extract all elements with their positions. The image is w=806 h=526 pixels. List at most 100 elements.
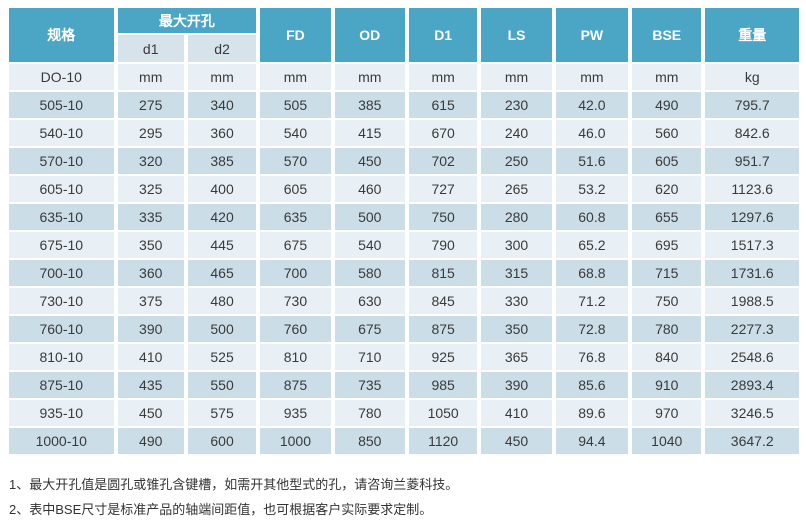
value-cell: 375	[117, 288, 184, 314]
value-cell: 570	[260, 148, 331, 174]
spec-cell: 875-10	[9, 372, 114, 398]
footnotes: 1、最大开孔值是圆孔或锥孔含键槽，如需开其他型式的孔，请咨询兰菱科技。 2、表中…	[9, 472, 802, 522]
value-cell: 410	[481, 400, 552, 426]
value-cell: 970	[632, 400, 702, 426]
value-cell: 700	[260, 260, 331, 286]
value-cell: 951.7	[705, 148, 799, 174]
value-cell: 445	[187, 232, 257, 258]
value-cell: 1988.5	[705, 288, 799, 314]
spec-cell: 605-10	[9, 176, 114, 202]
value-cell: mm	[408, 64, 478, 90]
value-cell: 335	[117, 204, 184, 230]
spec-cell: 505-10	[9, 92, 114, 118]
table-row: 605-10 325 400 605 460 727 265 53.2 620 1123.6	[9, 176, 799, 202]
value-cell: 85.6	[555, 372, 629, 398]
header-max-bore-group: 最大开孔	[117, 8, 257, 33]
value-cell: 60.8	[555, 204, 629, 230]
value-cell: 420	[187, 204, 257, 230]
value-cell: 540	[260, 120, 331, 146]
value-cell: 300	[481, 232, 552, 258]
table-row: 505-10 275 340 505 385 615 230 42.0 490 795.7	[9, 92, 799, 118]
table-body: DO-10 mm mm mm mm mm mm mm mm kg 505-10 275 340 505 38…	[9, 64, 799, 454]
value-cell: 635	[260, 204, 331, 230]
spec-cell: 935-10	[9, 400, 114, 426]
value-cell: 480	[187, 288, 257, 314]
value-cell: 71.2	[555, 288, 629, 314]
spec-cell: 635-10	[9, 204, 114, 230]
value-cell: 842.6	[705, 120, 799, 146]
table-row: 675-10 350 445 675 540 790 300 65.2 695 1517.3	[9, 232, 799, 258]
value-cell: 985	[408, 372, 478, 398]
value-cell: 695	[632, 232, 702, 258]
value-cell: 845	[408, 288, 478, 314]
value-cell: 53.2	[555, 176, 629, 202]
header-spec: 规格	[9, 8, 114, 62]
value-cell: 910	[632, 372, 702, 398]
table-row: 875-10 435 550 875 735 985 390 85.6 910 2893.4	[9, 372, 799, 398]
value-cell: 340	[187, 92, 257, 118]
value-cell: 702	[408, 148, 478, 174]
value-cell: 330	[481, 288, 552, 314]
value-cell: 385	[334, 92, 405, 118]
value-cell: 675	[260, 232, 331, 258]
header-col-fd: FD	[260, 8, 331, 62]
table-row: 760-10 390 500 760 675 875 350 72.8 780 2277.3	[9, 316, 799, 342]
value-cell: 76.8	[555, 344, 629, 370]
spec-cell: 675-10	[9, 232, 114, 258]
footnote-1: 1、最大开孔值是圆孔或锥孔含键槽，如需开其他型式的孔，请咨询兰菱科技。	[9, 477, 459, 492]
value-cell: 3246.5	[705, 400, 799, 426]
value-cell: 390	[481, 372, 552, 398]
value-cell: 315	[481, 260, 552, 286]
unit-row: DO-10 mm mm mm mm mm mm mm mm kg	[9, 64, 799, 90]
value-cell: 2548.6	[705, 344, 799, 370]
value-cell: 3647.2	[705, 428, 799, 454]
value-cell: 750	[632, 288, 702, 314]
subheader-d2: d2	[187, 35, 257, 62]
value-cell: 815	[408, 260, 478, 286]
value-cell: 1040	[632, 428, 702, 454]
value-cell: 1000	[260, 428, 331, 454]
value-cell: 360	[187, 120, 257, 146]
value-cell: 490	[117, 428, 184, 454]
value-cell: mm	[187, 64, 257, 90]
header-col-ls: LS	[481, 8, 552, 62]
value-cell: 760	[260, 316, 331, 342]
value-cell: 2277.3	[705, 316, 799, 342]
spec-cell: 570-10	[9, 148, 114, 174]
value-cell: mm	[334, 64, 405, 90]
value-cell: 390	[117, 316, 184, 342]
spec-cell: 730-10	[9, 288, 114, 314]
table-row: 540-10 295 360 540 415 670 240 46.0 560 842.6	[9, 120, 799, 146]
value-cell: mm	[481, 64, 552, 90]
value-cell: 500	[334, 204, 405, 230]
header-col-weight: 重量	[705, 8, 799, 62]
table-header: 规格 最大开孔 FD OD D1 LS PW BSE 重量 d1 d2	[9, 8, 799, 62]
value-cell: mm	[117, 64, 184, 90]
spec-table: 规格 最大开孔 FD OD D1 LS PW BSE 重量 d1 d2 DO-1…	[5, 6, 803, 456]
value-cell: 780	[632, 316, 702, 342]
value-cell: 450	[481, 428, 552, 454]
table-row: 570-10 320 385 570 450 702 250 51.6 605 951.7	[9, 148, 799, 174]
value-cell: 415	[334, 120, 405, 146]
value-cell: 1120	[408, 428, 478, 454]
value-cell: 655	[632, 204, 702, 230]
value-cell: 350	[481, 316, 552, 342]
value-cell: 68.8	[555, 260, 629, 286]
table-row: 635-10 335 420 635 500 750 280 60.8 655 1297.6	[9, 204, 799, 230]
value-cell: 490	[632, 92, 702, 118]
value-cell: 540	[334, 232, 405, 258]
value-cell: 1297.6	[705, 204, 799, 230]
value-cell: 580	[334, 260, 405, 286]
value-cell: 605	[632, 148, 702, 174]
value-cell: 620	[632, 176, 702, 202]
value-cell: 525	[187, 344, 257, 370]
value-cell: 630	[334, 288, 405, 314]
value-cell: 505	[260, 92, 331, 118]
value-cell: 51.6	[555, 148, 629, 174]
spec-cell: 760-10	[9, 316, 114, 342]
value-cell: 710	[334, 344, 405, 370]
value-cell: 790	[408, 232, 478, 258]
value-cell: 325	[117, 176, 184, 202]
value-cell: 72.8	[555, 316, 629, 342]
